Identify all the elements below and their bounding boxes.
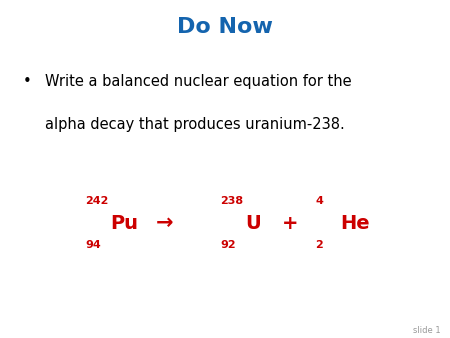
Text: Pu: Pu (110, 214, 138, 233)
Text: He: He (340, 214, 369, 233)
Text: Write a balanced nuclear equation for the: Write a balanced nuclear equation for th… (45, 74, 351, 89)
Text: U: U (245, 214, 261, 233)
Text: 242: 242 (86, 196, 109, 206)
Text: Do Now: Do Now (177, 17, 273, 37)
Text: •: • (22, 74, 31, 89)
Text: →: → (156, 213, 173, 233)
Text: 94: 94 (86, 240, 101, 250)
Text: +: + (282, 214, 298, 233)
Text: 2: 2 (315, 240, 323, 250)
Text: 4: 4 (315, 196, 323, 206)
Text: 238: 238 (220, 196, 243, 206)
Text: slide 1: slide 1 (414, 325, 441, 335)
Text: 92: 92 (220, 240, 236, 250)
Text: alpha decay that produces uranium-238.: alpha decay that produces uranium-238. (45, 117, 345, 131)
